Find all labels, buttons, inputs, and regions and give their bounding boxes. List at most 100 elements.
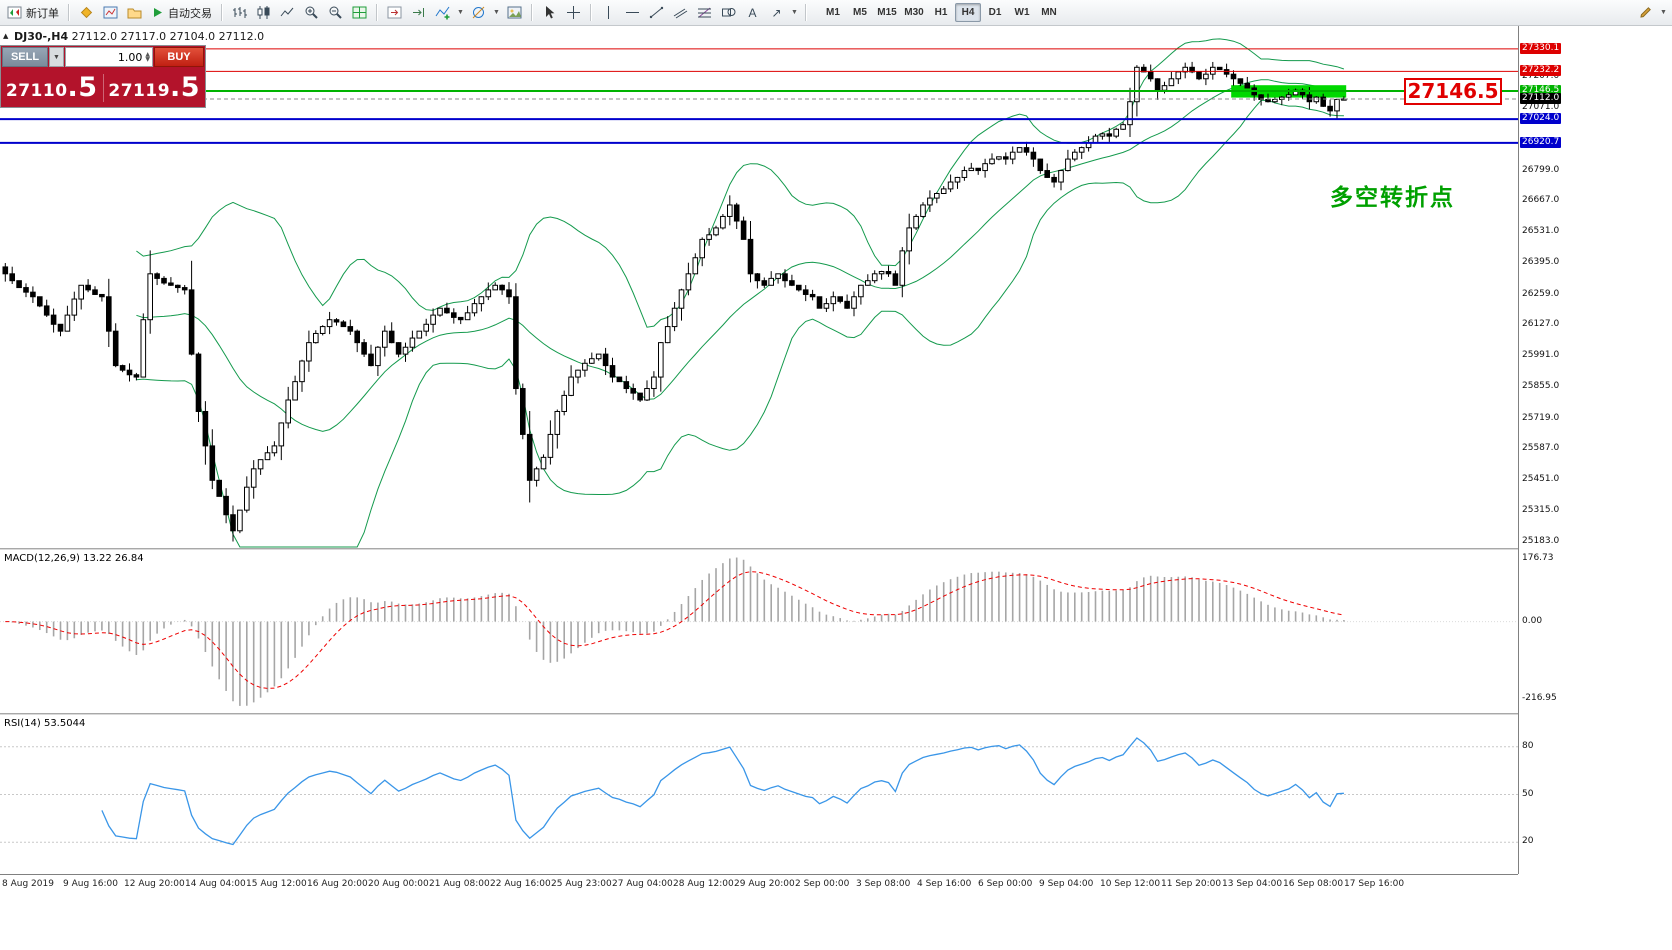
timeframe-d1-button[interactable]: D1	[982, 3, 1008, 22]
level-price-callout[interactable]: 27146.5	[1404, 78, 1502, 106]
bar-chart-button[interactable]	[228, 2, 251, 23]
ohlc-close: 27112.0	[218, 30, 265, 43]
time-axis-label: 29 Aug 20:00	[734, 879, 795, 889]
panel-splitter[interactable]	[0, 713, 1576, 715]
price-axis[interactable]: 27207.0 27071.0 26799.0 26667.0 26531.0 26395…	[1518, 26, 1576, 874]
volume-field[interactable]: 1.00 ▲ ▼	[65, 47, 153, 67]
folder-icon	[127, 8, 142, 19]
quick-edit-button[interactable]	[1634, 2, 1657, 23]
objects-icon	[472, 6, 485, 19]
price-axis-label: 50	[1522, 788, 1534, 799]
vertical-line-button[interactable]	[597, 2, 620, 23]
price-axis-label: 27071.0	[1522, 102, 1560, 113]
time-axis[interactable]: 8 Aug 2019 9 Aug 16:00 12 Aug 20:00 14 Aug …	[0, 874, 1518, 894]
time-axis-label: 8 Aug 2019	[2, 879, 54, 889]
main-price-chart[interactable]	[0, 26, 1518, 548]
text-tool-icon: A	[748, 5, 757, 20]
volume-spinner[interactable]: ▲ ▼	[145, 51, 150, 63]
time-axis-label: 11 Sep 20:00	[1161, 879, 1222, 889]
price-axis-label: 26531.0	[1522, 226, 1560, 237]
timeframe-m15-button[interactable]: M15	[874, 3, 900, 22]
timeframe-m5-button[interactable]: M5	[847, 3, 873, 22]
new-chart-button[interactable]	[99, 2, 122, 23]
macd-panel[interactable]	[0, 550, 1518, 713]
time-axis-label: 20 Aug 00:00	[368, 879, 429, 889]
vertical-line-icon	[608, 6, 609, 19]
price-axis-label: 176.73	[1522, 552, 1554, 563]
arrows-tool-button[interactable]: ↗	[765, 2, 788, 23]
candlestick-chart-button[interactable]	[252, 2, 275, 23]
timeframe-w1-button[interactable]: W1	[1009, 3, 1035, 22]
timeframe-group: M1 M5 M15 M30 H1 H4 D1 W1 MN	[820, 3, 1062, 22]
toolbar-right-group: ▼	[1634, 2, 1669, 23]
timeframe-mn-button[interactable]: MN	[1036, 3, 1062, 22]
tile-windows-button[interactable]	[348, 2, 371, 23]
sell-button[interactable]: SELL	[2, 47, 48, 67]
one-click-collapse-icon[interactable]: ▲	[3, 32, 9, 40]
candlestick-chart-icon	[257, 6, 270, 19]
new-order-button[interactable]: 新订单	[3, 2, 63, 23]
price-axis-label: 25183.0	[1522, 535, 1560, 546]
rsi-panel[interactable]	[0, 715, 1518, 874]
order-options-dropdown[interactable]: ▼	[49, 47, 64, 67]
price-axis-label: 25855.0	[1522, 381, 1560, 392]
time-axis-label: 9 Aug 16:00	[63, 879, 118, 889]
price-axis-label: 27207.0	[1522, 71, 1560, 82]
line-chart-button[interactable]	[276, 2, 299, 23]
crosshair-button[interactable]	[562, 2, 585, 23]
sell-price[interactable]: 27110.5	[5, 72, 98, 103]
equidistant-channel-button[interactable]	[669, 2, 692, 23]
chart-title: DJ30-,H4 27112.0 27117.0 27104.0 27112.0	[14, 30, 264, 43]
timeframe-m1-button[interactable]: M1	[820, 3, 846, 22]
fibonacci-button[interactable]	[693, 2, 716, 23]
buy-price[interactable]: 27119.5	[108, 72, 201, 103]
horizontal-line-button[interactable]	[621, 2, 644, 23]
auto-scroll-button[interactable]	[407, 2, 430, 23]
one-click-trading-panel: SELL ▼ 1.00 ▲ ▼ BUY 27110.5 27119.5	[0, 45, 206, 108]
metaeditor-button[interactable]	[75, 2, 98, 23]
profiles-button[interactable]	[123, 2, 146, 23]
arrow-icon: ↗	[771, 5, 782, 20]
bar-chart-icon	[233, 7, 247, 18]
price-axis-label: 27330.1	[1520, 42, 1562, 54]
chart-shift-button[interactable]	[383, 2, 406, 23]
time-axis-label: 13 Sep 04:00	[1222, 879, 1283, 889]
macd-label: MACD(12,26,9) 13.22 26.84	[4, 553, 144, 564]
buy-button[interactable]: BUY	[154, 47, 204, 67]
autotrading-button[interactable]: 自动交易	[147, 2, 216, 23]
panel-splitter[interactable]	[0, 548, 1576, 550]
price-axis-label: 26799.0	[1522, 164, 1560, 175]
trendline-button[interactable]	[645, 2, 668, 23]
toolbar-overflow-button[interactable]: ▼	[1658, 2, 1669, 23]
text-tool-button[interactable]: A	[741, 2, 764, 23]
indicators-dropdown-button[interactable]: ▼	[455, 2, 466, 23]
volume-value[interactable]: 1.00	[117, 50, 143, 64]
line-chart-icon	[280, 7, 294, 17]
channel-icon	[673, 8, 688, 19]
cursor-icon	[546, 6, 555, 19]
price-axis-label: 0.00	[1522, 615, 1543, 626]
arrows-dropdown-button[interactable]: ▼	[789, 2, 800, 23]
time-axis-label: 2 Sep 00:00	[795, 879, 850, 889]
indicators-button[interactable]	[431, 2, 454, 23]
timeframe-m30-button[interactable]: M30	[901, 3, 927, 22]
trade-prices-row: 27110.5 27119.5	[1, 68, 205, 107]
autotrading-label: 自动交易	[168, 7, 212, 20]
templates-button[interactable]	[503, 2, 526, 23]
objects-button[interactable]	[467, 2, 490, 23]
auto-scroll-icon	[413, 8, 424, 17]
timeframe-h1-button[interactable]: H1	[928, 3, 954, 22]
chart-shift-icon	[387, 6, 402, 19]
zoom-out-button[interactable]	[324, 2, 347, 23]
time-axis-label: 9 Sep 04:00	[1039, 879, 1094, 889]
timeframe-h4-button[interactable]: H4	[955, 3, 981, 22]
crosshair-icon	[567, 6, 580, 19]
cursor-button[interactable]	[538, 2, 561, 23]
price-axis-label: 20	[1522, 836, 1534, 847]
time-axis-label: 6 Sep 00:00	[978, 879, 1033, 889]
objects-dropdown-button[interactable]: ▼	[491, 2, 502, 23]
time-axis-label: 3 Sep 08:00	[856, 879, 911, 889]
toolbar-separator	[376, 4, 378, 21]
shapes-button[interactable]	[717, 2, 740, 23]
zoom-in-button[interactable]	[300, 2, 323, 23]
